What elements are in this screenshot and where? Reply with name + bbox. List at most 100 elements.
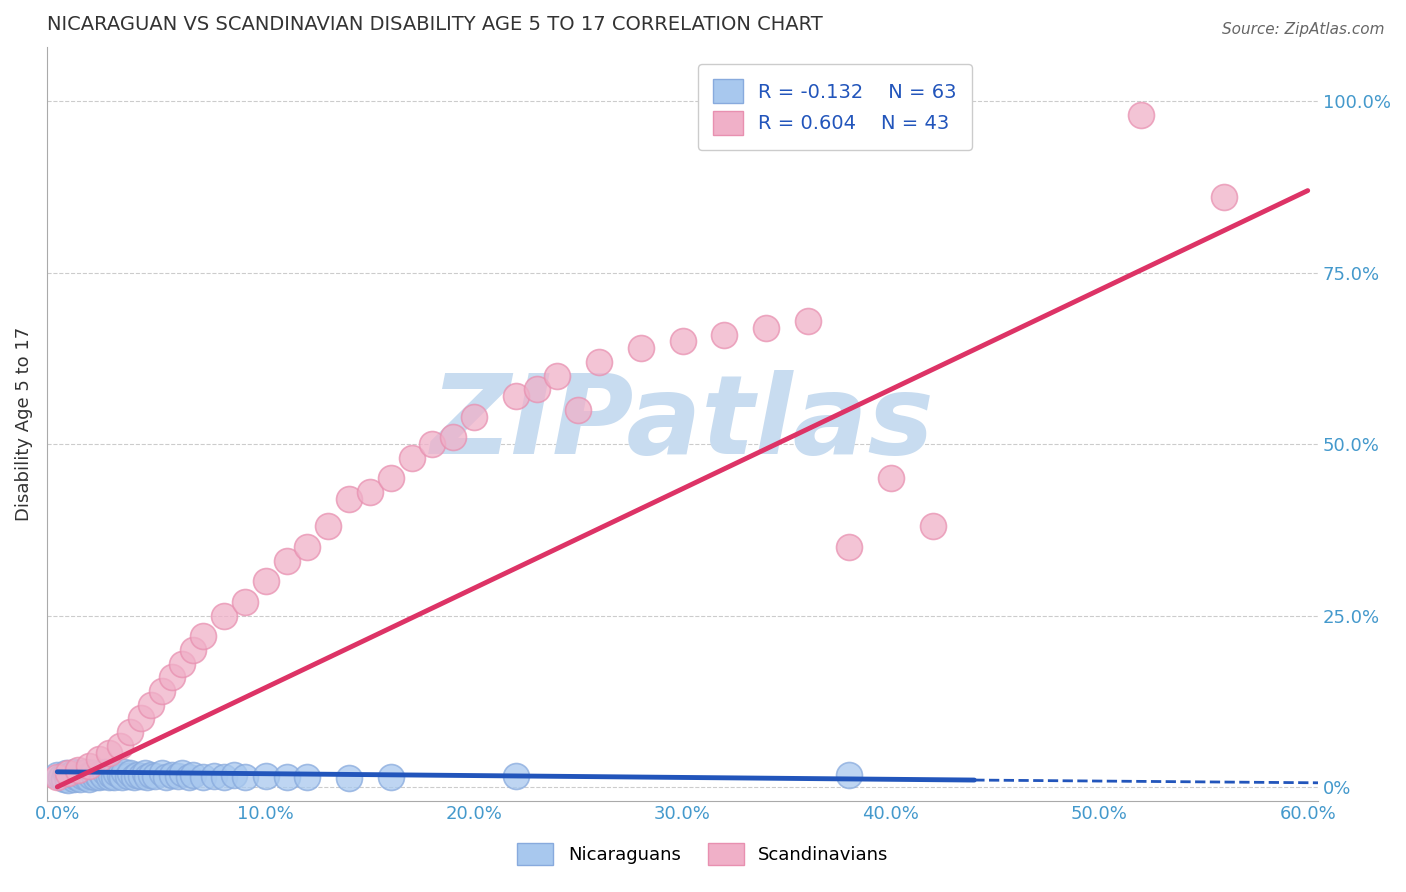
Point bbox=[921, 519, 943, 533]
Point bbox=[63, 772, 86, 786]
Point bbox=[63, 764, 86, 779]
Point bbox=[100, 767, 122, 781]
Point bbox=[120, 725, 142, 739]
Point bbox=[671, 334, 693, 349]
Point bbox=[90, 766, 112, 780]
Point bbox=[103, 770, 125, 784]
Point bbox=[56, 773, 79, 788]
Point bbox=[77, 759, 100, 773]
Point bbox=[276, 770, 298, 784]
Point bbox=[316, 519, 339, 533]
Point bbox=[111, 770, 134, 784]
Point bbox=[401, 450, 423, 465]
Point bbox=[337, 491, 360, 506]
Point bbox=[276, 554, 298, 568]
Point bbox=[202, 769, 225, 783]
Point bbox=[87, 752, 110, 766]
Point bbox=[60, 769, 83, 783]
Point bbox=[505, 389, 527, 403]
Legend: Nicaraguans, Scandinavians: Nicaraguans, Scandinavians bbox=[508, 834, 898, 874]
Point bbox=[134, 766, 156, 780]
Point bbox=[380, 770, 402, 784]
Point bbox=[193, 629, 215, 643]
Point bbox=[588, 355, 610, 369]
Point bbox=[567, 403, 589, 417]
Point bbox=[135, 770, 157, 784]
Point bbox=[94, 764, 117, 779]
Text: ZIPatlas: ZIPatlas bbox=[430, 370, 935, 477]
Point bbox=[526, 383, 548, 397]
Point bbox=[98, 746, 121, 760]
Point bbox=[233, 770, 256, 784]
Point bbox=[143, 769, 166, 783]
Point bbox=[337, 771, 360, 785]
Point bbox=[359, 485, 381, 500]
Point bbox=[124, 770, 146, 784]
Point bbox=[160, 670, 183, 684]
Point bbox=[76, 764, 98, 779]
Point bbox=[755, 320, 778, 334]
Point bbox=[73, 766, 96, 780]
Point bbox=[177, 770, 200, 784]
Point bbox=[67, 770, 90, 784]
Point bbox=[838, 540, 860, 554]
Point bbox=[1213, 190, 1236, 204]
Point bbox=[796, 314, 818, 328]
Point bbox=[422, 437, 444, 451]
Point bbox=[72, 769, 94, 783]
Point bbox=[46, 770, 69, 784]
Point bbox=[82, 766, 104, 780]
Point bbox=[212, 608, 235, 623]
Point bbox=[713, 327, 735, 342]
Point bbox=[212, 770, 235, 784]
Point bbox=[254, 769, 277, 783]
Point bbox=[83, 770, 105, 784]
Point bbox=[129, 711, 152, 725]
Point bbox=[112, 764, 135, 779]
Point bbox=[59, 767, 82, 781]
Point bbox=[167, 769, 190, 783]
Point bbox=[46, 767, 69, 781]
Point bbox=[76, 770, 98, 784]
Point bbox=[297, 540, 319, 554]
Point bbox=[67, 763, 90, 777]
Legend: R = -0.132    N = 63, R = 0.604    N = 43: R = -0.132 N = 63, R = 0.604 N = 43 bbox=[697, 64, 972, 150]
Point bbox=[880, 471, 903, 485]
Point bbox=[125, 767, 148, 781]
Point bbox=[51, 770, 73, 784]
Point bbox=[150, 766, 173, 780]
Point bbox=[52, 772, 75, 786]
Point bbox=[55, 766, 77, 780]
Point bbox=[79, 769, 101, 783]
Point bbox=[98, 770, 121, 784]
Point bbox=[150, 684, 173, 698]
Point bbox=[838, 767, 860, 781]
Point bbox=[463, 409, 485, 424]
Point bbox=[108, 739, 131, 753]
Point bbox=[86, 767, 108, 781]
Point bbox=[65, 770, 87, 784]
Point bbox=[77, 772, 100, 786]
Point bbox=[254, 574, 277, 589]
Point bbox=[193, 770, 215, 784]
Point bbox=[117, 769, 139, 783]
Point bbox=[505, 769, 527, 783]
Point bbox=[87, 770, 110, 784]
Point bbox=[155, 770, 177, 784]
Point bbox=[181, 767, 204, 781]
Point bbox=[224, 767, 246, 781]
Point bbox=[91, 769, 114, 783]
Point bbox=[69, 772, 91, 786]
Point bbox=[172, 766, 194, 780]
Text: Source: ZipAtlas.com: Source: ZipAtlas.com bbox=[1222, 22, 1385, 37]
Point bbox=[139, 698, 162, 712]
Point bbox=[77, 767, 100, 781]
Point bbox=[546, 368, 568, 383]
Point bbox=[297, 770, 319, 784]
Point bbox=[120, 766, 142, 780]
Y-axis label: Disability Age 5 to 17: Disability Age 5 to 17 bbox=[15, 326, 32, 521]
Point bbox=[233, 595, 256, 609]
Point bbox=[160, 767, 183, 781]
Point bbox=[104, 766, 127, 780]
Point bbox=[129, 769, 152, 783]
